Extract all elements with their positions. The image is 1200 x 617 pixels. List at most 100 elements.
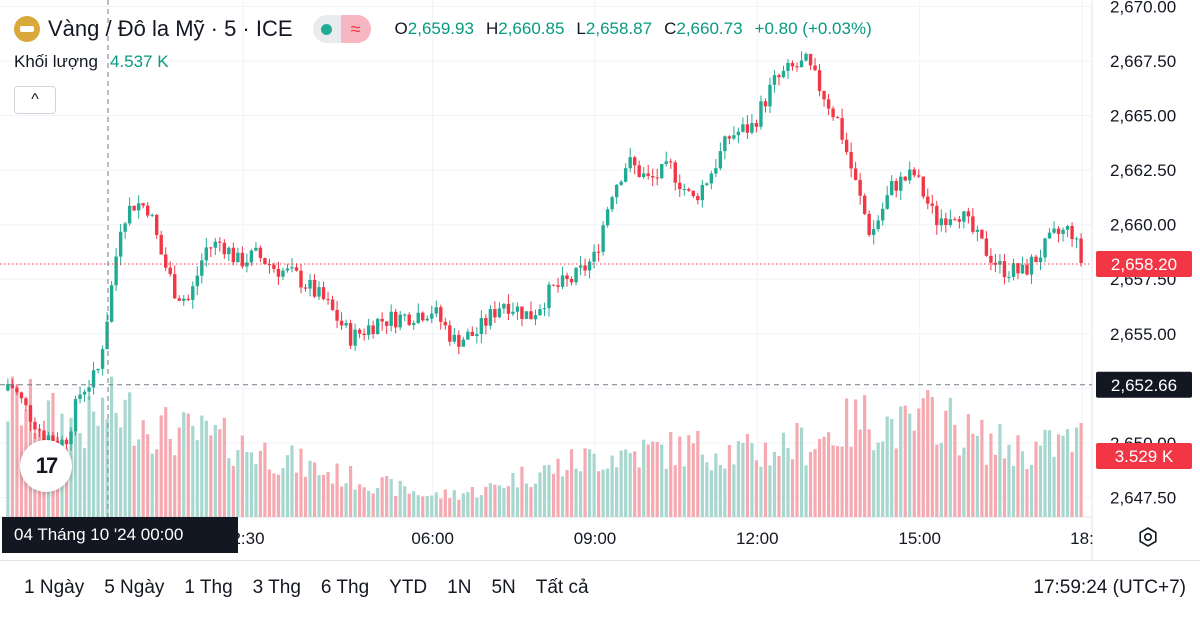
candle-body	[466, 331, 470, 340]
ohlc-open: O2,659.93	[394, 19, 474, 38]
candle-body	[430, 313, 434, 319]
candle-body	[1020, 264, 1025, 274]
candle-body	[709, 173, 714, 184]
range-6m[interactable]: 6 Thg	[320, 577, 370, 598]
volume-bar	[443, 489, 447, 517]
volume-bar	[461, 493, 465, 517]
volume-bar	[1047, 430, 1052, 517]
volume-bar	[854, 399, 858, 517]
volume-bar	[294, 472, 299, 517]
candle-body	[903, 176, 907, 181]
volume-bar	[317, 475, 321, 517]
candle-body	[1079, 238, 1083, 263]
candle-body	[966, 211, 971, 217]
candle-body	[155, 214, 159, 235]
volume-bar	[240, 435, 244, 517]
volume-bar	[425, 496, 429, 517]
volume-bar	[583, 448, 587, 517]
volume-bar	[164, 407, 168, 517]
volume-bar	[826, 432, 831, 517]
candle-body	[984, 238, 989, 256]
candle-body	[145, 205, 150, 216]
volume-bar	[520, 466, 524, 517]
candle-body	[218, 241, 222, 243]
symbol-title[interactable]: Vàng / Đô la Mỹ · 5 · ICE	[48, 16, 293, 41]
volume-bar	[466, 492, 470, 517]
volume-bar	[989, 433, 993, 517]
candle-body	[560, 275, 565, 287]
range-all[interactable]: Tất cả	[535, 577, 589, 598]
market-status-toggle[interactable]: ≈	[312, 15, 371, 43]
candle-body	[19, 392, 24, 399]
candle-body	[948, 219, 953, 226]
volume-bar	[321, 474, 326, 517]
candle-body	[37, 429, 42, 431]
candle-body	[795, 66, 799, 68]
volume-bar	[750, 443, 754, 517]
volume-bar	[772, 451, 777, 517]
candle-body	[831, 108, 835, 118]
candle-body	[105, 321, 109, 350]
candle-body	[164, 254, 168, 268]
volume-bar	[182, 412, 186, 517]
volume-bar	[975, 435, 979, 517]
range-1m[interactable]: 1 Thg	[184, 577, 233, 598]
gold-logo-icon	[14, 16, 40, 42]
volume-bar	[168, 438, 172, 517]
candle-body	[876, 220, 880, 230]
candle-body	[714, 168, 718, 174]
price-chart[interactable]: 2,647.502,650.002,652.502,655.002,657.50…	[0, 0, 1200, 560]
last-price-tag: 2,658.20	[1111, 255, 1177, 274]
candle-body	[258, 247, 263, 259]
range-1d[interactable]: 1 Ngày	[24, 577, 85, 598]
tradingview-logo-icon[interactable]: 17	[20, 440, 72, 492]
candle-body	[912, 169, 916, 176]
volume-bar	[781, 432, 786, 517]
volume-bar	[290, 445, 294, 517]
candle-body	[1052, 228, 1056, 233]
range-ytd[interactable]: YTD	[389, 577, 428, 598]
volume-bar	[619, 450, 623, 517]
candle-body	[1065, 225, 1070, 230]
volume-bar	[497, 485, 502, 517]
volume-bar	[1065, 429, 1070, 517]
candle-body	[416, 312, 420, 324]
volume-bar	[894, 448, 898, 517]
volume-bar	[389, 478, 393, 517]
volume-bar	[687, 435, 691, 517]
volume-bar	[890, 418, 894, 517]
timezone-clock[interactable]: 17:59:24 (UTC+7)	[1033, 577, 1186, 598]
candle-body	[475, 334, 479, 336]
volume-bar	[777, 456, 781, 517]
volume-bar	[312, 462, 317, 517]
candle-body	[78, 394, 82, 399]
volume-bar	[281, 468, 285, 517]
candle-body	[646, 173, 650, 177]
volume-bar	[231, 465, 235, 517]
candle-body	[799, 60, 804, 68]
range-1y[interactable]: 1N	[447, 577, 472, 598]
range-5d[interactable]: 5 Ngày	[104, 577, 165, 598]
volume-bar	[939, 443, 943, 517]
candle-body	[403, 314, 407, 316]
candle-body	[669, 161, 673, 163]
settings-gear-icon[interactable]	[1138, 527, 1158, 547]
candle-body	[596, 251, 601, 253]
ohlc-close: C2,660.73	[664, 19, 743, 38]
volume-bar	[1038, 445, 1043, 517]
candle-body	[574, 267, 578, 283]
volume-bar	[137, 439, 141, 517]
ohlc-values: O2,659.93 H2,660.85 L2,658.87 C2,660.73 …	[395, 19, 872, 39]
y-tick-label: 2,665.00	[1110, 107, 1176, 126]
candle-body	[452, 334, 457, 342]
candle-body	[844, 139, 849, 153]
volume-bar	[610, 455, 614, 517]
volume-bar	[146, 434, 150, 517]
collapse-legend-button[interactable]: ^	[14, 86, 56, 114]
candle-body	[578, 265, 583, 268]
volume-bar	[299, 448, 303, 517]
range-3m[interactable]: 3 Thg	[252, 577, 301, 598]
range-5y[interactable]: 5N	[491, 577, 516, 598]
candle-body	[628, 157, 632, 169]
volume-bar	[885, 416, 889, 517]
